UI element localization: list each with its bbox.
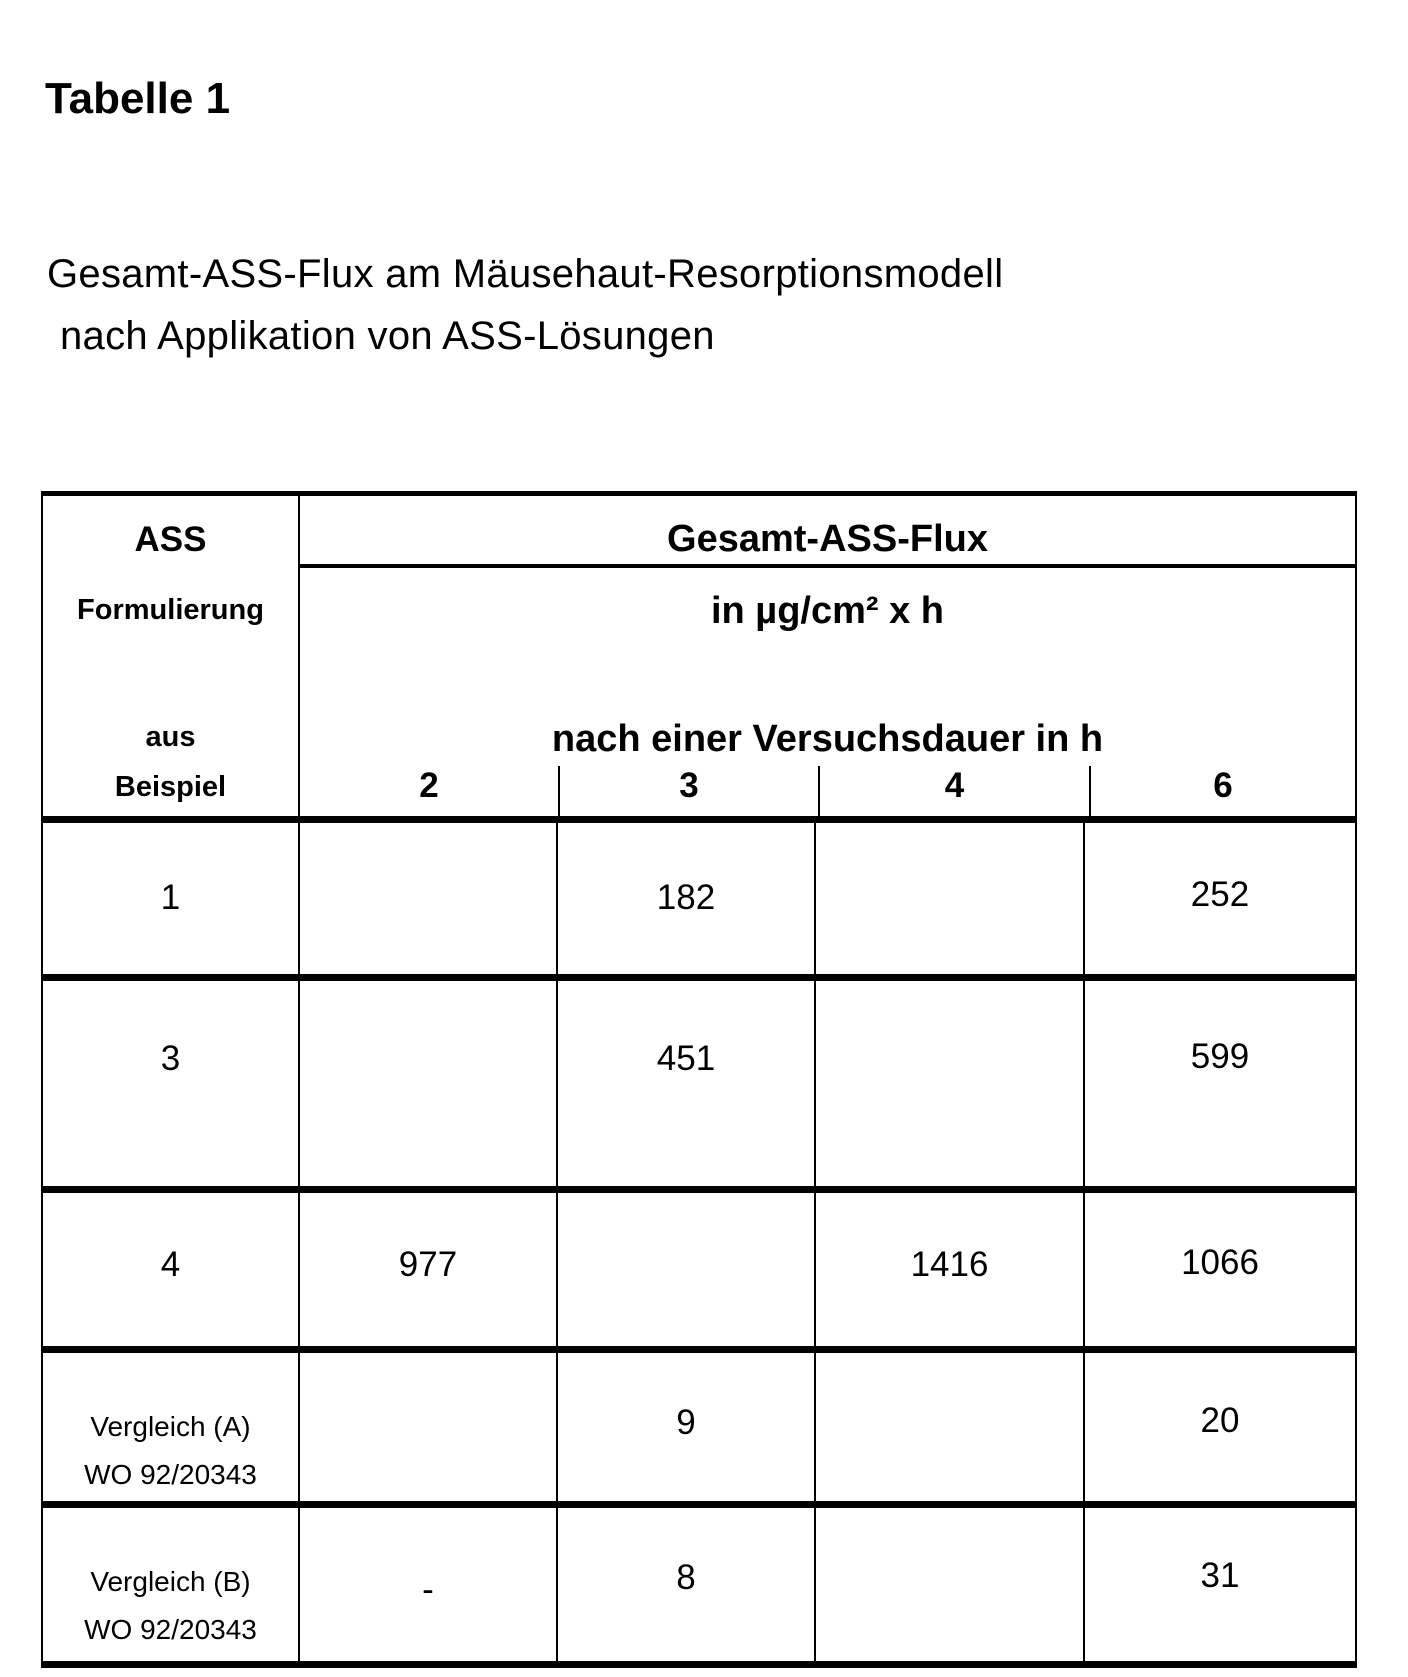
column-header-2h: 2 bbox=[300, 766, 560, 816]
value-cell: 182 bbox=[557, 820, 815, 978]
column-header-4h: 4 bbox=[820, 766, 1091, 816]
subtitle-line-1: Gesamt-ASS-Flux am Mäusehaut-Resorptions… bbox=[47, 252, 1003, 297]
unit-and-duration-cell: in µg/cm² x h nach einer Versuchsdauer i… bbox=[299, 566, 1356, 820]
flux-table: ASS Formulierung aus Beispiel Gesamt-ASS… bbox=[41, 491, 1357, 1668]
value-cell: 599 bbox=[1084, 978, 1356, 1190]
row-label: 4 bbox=[42, 1190, 299, 1350]
value-cell bbox=[815, 820, 1084, 978]
document-title: Tabelle 1 bbox=[45, 74, 230, 124]
row-label-line2: WO 92/20343 bbox=[43, 1606, 298, 1654]
value-cell: 20 bbox=[1084, 1350, 1356, 1505]
row-header-formulierung: Formulierung bbox=[43, 594, 298, 627]
row-header-ass: ASS bbox=[43, 520, 298, 560]
row-label: Vergleich (A) WO 92/20343 bbox=[42, 1350, 299, 1505]
column-header-6h: 6 bbox=[1091, 766, 1355, 816]
value-cell bbox=[299, 1350, 557, 1505]
value-cell bbox=[299, 978, 557, 1190]
value-cell bbox=[815, 978, 1084, 1190]
value-cell: 977 bbox=[299, 1190, 557, 1350]
row-label-line2: WO 92/20343 bbox=[43, 1451, 298, 1499]
value-cell: 1066 bbox=[1084, 1190, 1356, 1350]
row-header-aus: aus bbox=[43, 721, 298, 754]
value-cell bbox=[815, 1505, 1084, 1665]
row-header-cell: ASS Formulierung aus Beispiel bbox=[42, 494, 299, 820]
value-cell: 252 bbox=[1084, 820, 1356, 978]
row-label: 3 bbox=[42, 978, 299, 1190]
row-label-line1: Vergleich (B) bbox=[43, 1558, 298, 1606]
row-label: 1 bbox=[42, 820, 299, 978]
table-row: 3 451 599 bbox=[42, 978, 1356, 1190]
row-label-line1: Vergleich (A) bbox=[43, 1403, 298, 1451]
table-row: Vergleich (B) WO 92/20343 - 8 31 bbox=[42, 1505, 1356, 1665]
value-cell: 451 bbox=[557, 978, 815, 1190]
value-cell bbox=[299, 820, 557, 978]
table-row: 1 182 252 bbox=[42, 820, 1356, 978]
unit-label: in µg/cm² x h bbox=[300, 590, 1355, 633]
value-cell: 9 bbox=[557, 1350, 815, 1505]
row-label: Vergleich (B) WO 92/20343 bbox=[42, 1505, 299, 1665]
value-cell: 1416 bbox=[815, 1190, 1084, 1350]
duration-label: nach einer Versuchsdauer in h bbox=[300, 718, 1355, 761]
column-header-3h: 3 bbox=[560, 766, 820, 816]
value-cell: 8 bbox=[557, 1505, 815, 1665]
value-cell bbox=[815, 1350, 1084, 1505]
value-cell: 31 bbox=[1084, 1505, 1356, 1665]
table-row: 4 977 1416 1066 bbox=[42, 1190, 1356, 1350]
value-cell: - bbox=[299, 1505, 557, 1665]
value-cell bbox=[557, 1190, 815, 1350]
subtitle-line-2: nach Applikation von ASS-Lösungen bbox=[60, 314, 715, 359]
group-header: Gesamt-ASS-Flux bbox=[299, 494, 1356, 566]
row-header-beispiel: Beispiel bbox=[43, 771, 298, 804]
table-row: Vergleich (A) WO 92/20343 9 20 bbox=[42, 1350, 1356, 1505]
